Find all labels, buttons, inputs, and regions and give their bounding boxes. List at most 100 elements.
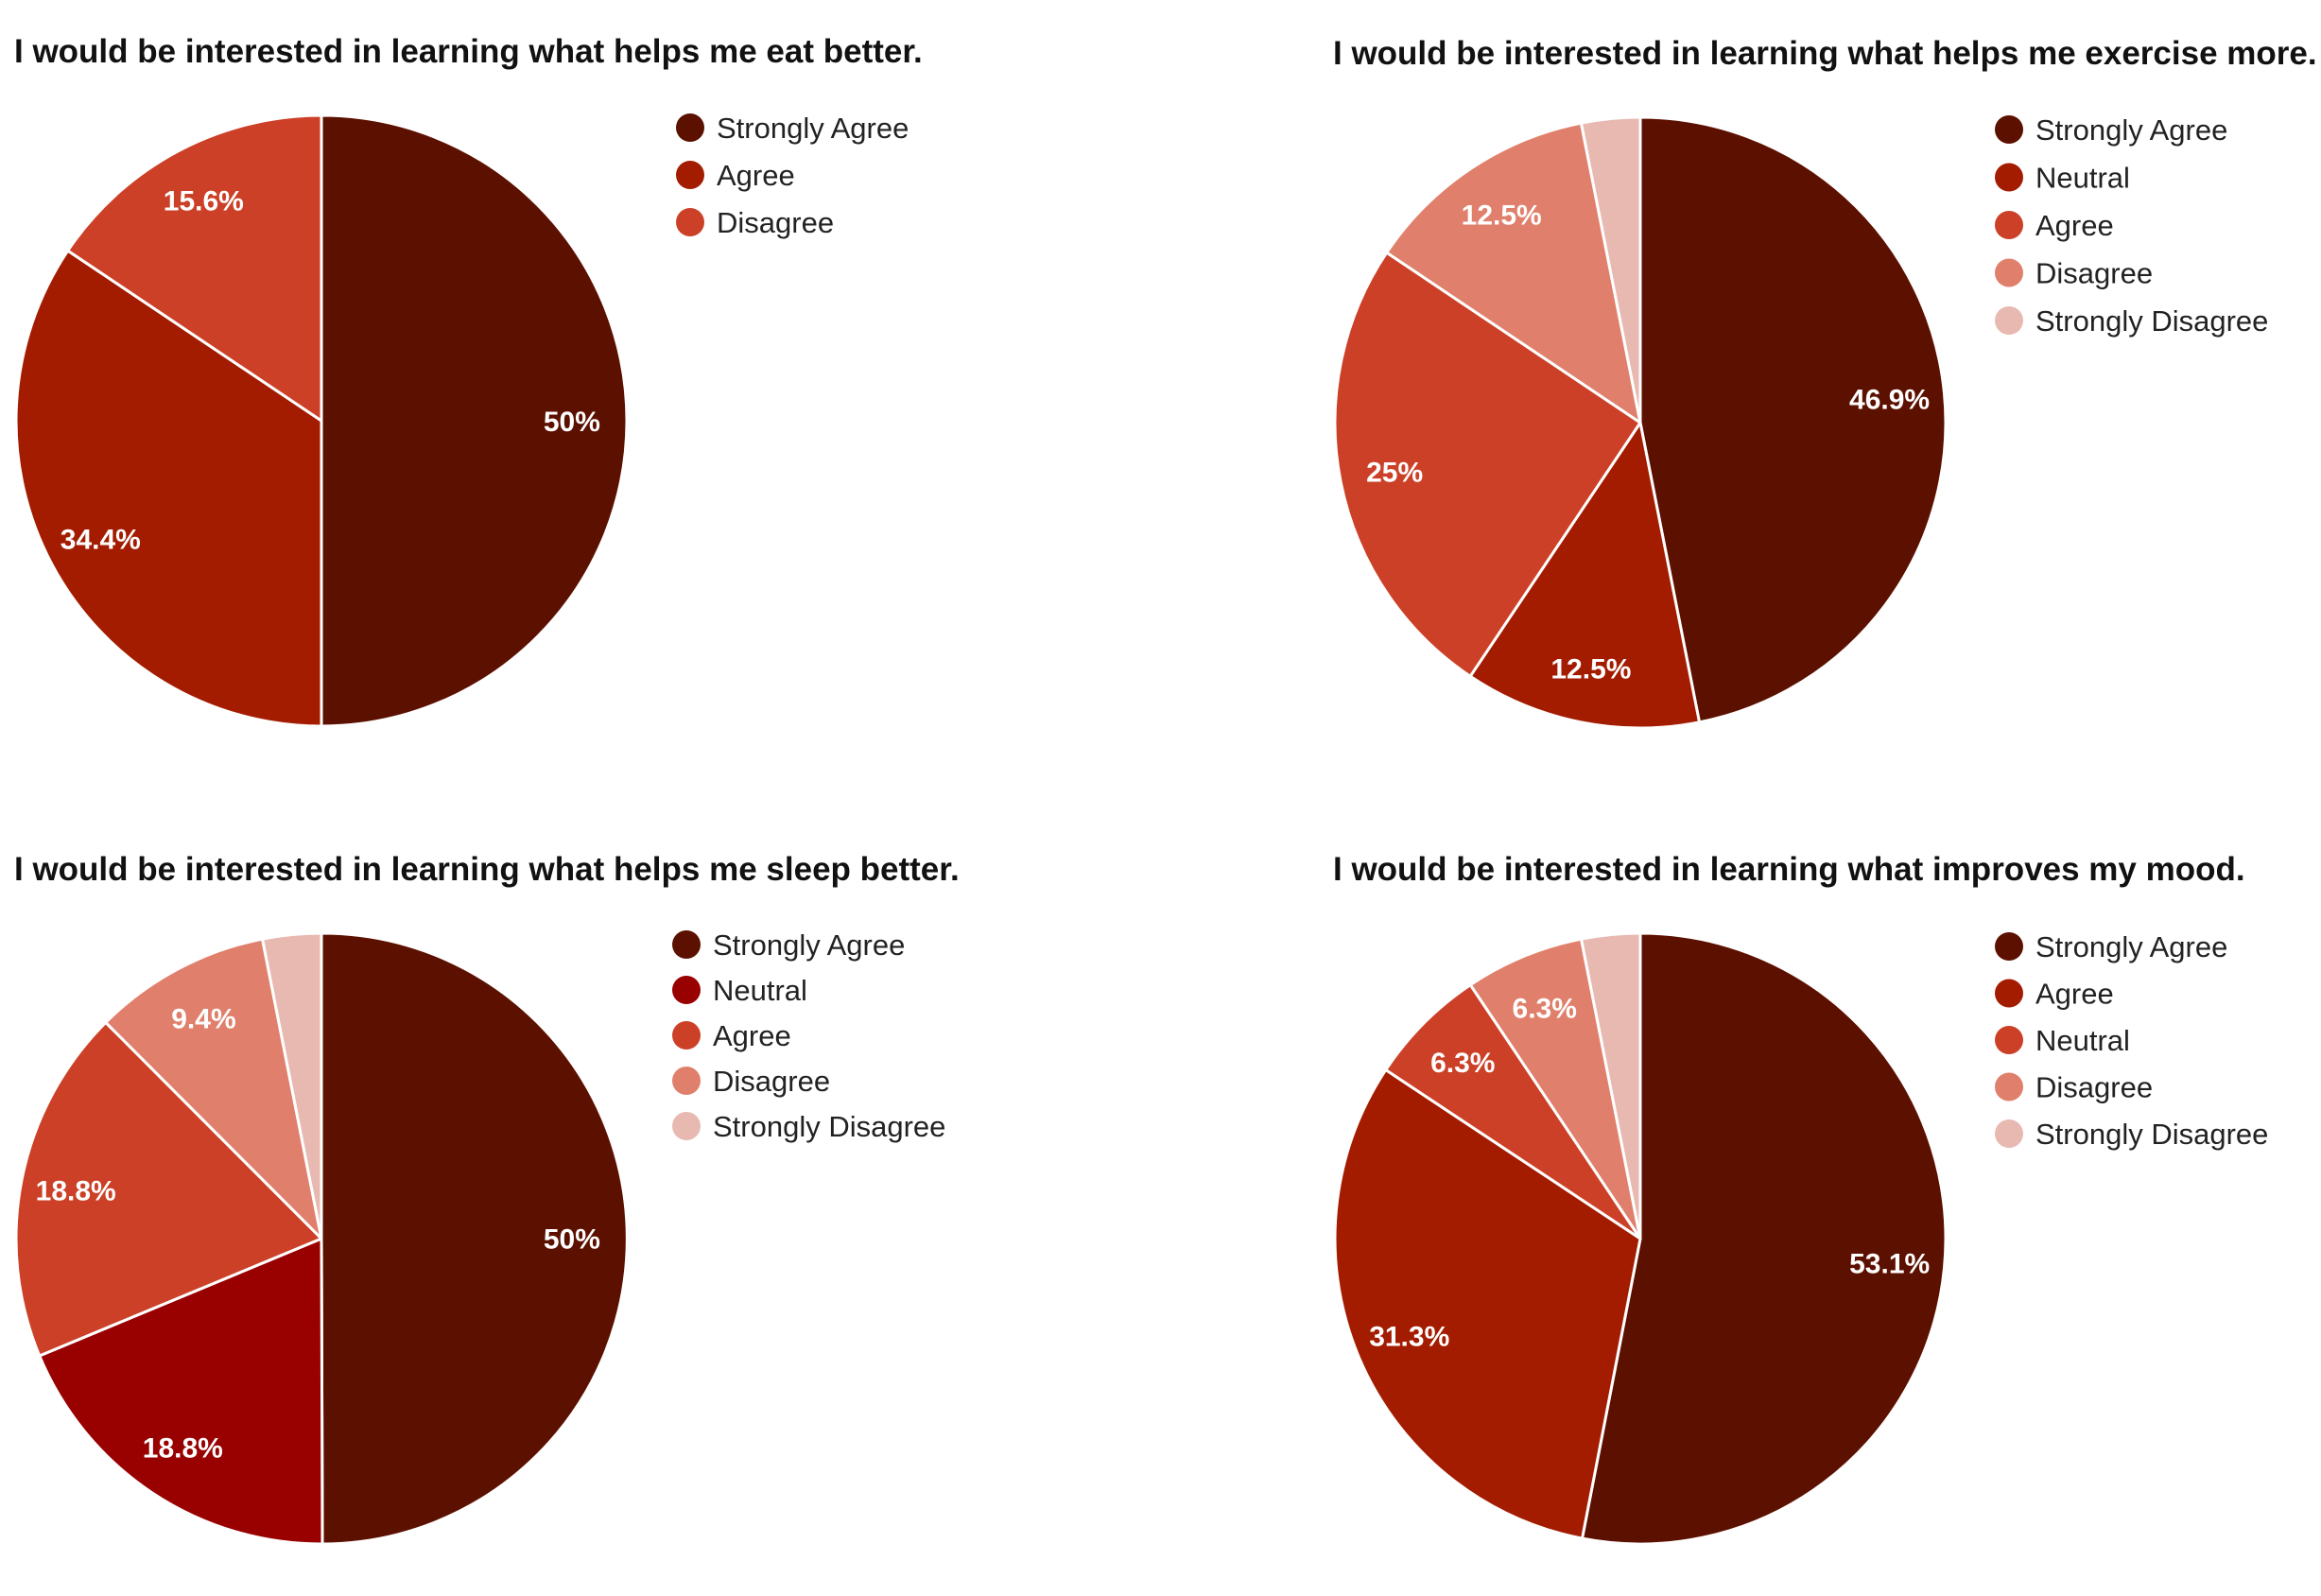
pie-chart-2: I would be interested in learning what h… xyxy=(1333,35,2317,730)
pie-slice-strongly-agree xyxy=(1638,115,1948,724)
data-label: 46.9% xyxy=(1849,384,1930,415)
legend-label: Agree xyxy=(2035,209,2114,242)
pie-slice-agree xyxy=(14,249,323,728)
pie-chart-4: I would be interested in learning what i… xyxy=(1333,851,2268,1546)
legend-swatch xyxy=(676,161,704,189)
legend-swatch xyxy=(1995,306,2023,335)
pie-chart-1: I would be interested in learning what h… xyxy=(14,33,923,728)
legend: Strongly Agree Neutral Agree Disagree Strong… xyxy=(672,928,945,1143)
pie-slice-strongly-disagree xyxy=(1580,931,1642,1240)
data-label: 6.3% xyxy=(1513,993,1577,1024)
legend-item-strongly-disagree: Strongly Disagree xyxy=(1995,1118,2268,1151)
legend-swatch xyxy=(1995,258,2023,287)
data-label: 50% xyxy=(544,407,600,438)
legend-label: Disagree xyxy=(2035,257,2153,290)
data-label: 12.5% xyxy=(1462,200,1542,232)
legend-item-strongly-agree: Strongly Agree xyxy=(1995,930,2227,963)
legend-item-disagree: Disagree xyxy=(1995,257,2153,290)
pie-slice-strongly-agree xyxy=(320,931,630,1546)
pie-slice-strongly-disagree xyxy=(261,931,323,1240)
pie-slice-neutral xyxy=(38,1237,324,1546)
legend-label: Disagree xyxy=(2035,1071,2153,1104)
pie-slice-disagree xyxy=(104,937,323,1240)
legend-swatch xyxy=(672,1021,701,1050)
pie-slice-agree xyxy=(1333,1068,1642,1540)
legend-item-agree: Agree xyxy=(672,1019,791,1052)
pie-slice-disagree xyxy=(1385,121,1642,425)
data-label: 18.8% xyxy=(143,1433,223,1465)
legend-label: Neutral xyxy=(2035,1024,2130,1057)
legend-item-agree: Agree xyxy=(676,159,795,192)
legend-swatch xyxy=(1995,979,2023,1008)
legend-label: Strongly Agree xyxy=(717,112,909,145)
legend-label: Strongly Disagree xyxy=(2035,1118,2268,1151)
legend-item-strongly-disagree: Strongly Disagree xyxy=(672,1110,945,1143)
legend-item-strongly-disagree: Strongly Disagree xyxy=(1995,304,2268,338)
legend-label: Disagree xyxy=(713,1065,830,1098)
legend: Strongly Agree Neutral Agree Disagree Strong… xyxy=(1995,113,2268,338)
pie-slice-agree xyxy=(14,1020,323,1358)
data-label: 34.4% xyxy=(61,525,141,556)
legend-swatch xyxy=(672,1067,701,1095)
legend-swatch xyxy=(676,113,704,142)
data-label: 12.5% xyxy=(1550,654,1631,685)
legend-item-disagree: Disagree xyxy=(672,1065,830,1098)
legend-item-strongly-agree: Strongly Agree xyxy=(672,928,905,962)
data-label: 53.1% xyxy=(1849,1248,1930,1279)
legend-swatch xyxy=(1995,1119,2023,1148)
legend-item-agree: Agree xyxy=(1995,209,2114,242)
legend-swatch xyxy=(672,1112,701,1140)
data-label: 50% xyxy=(544,1224,600,1256)
legend-label: Neutral xyxy=(713,974,807,1007)
legend-label: Agree xyxy=(717,159,795,192)
data-label: 15.6% xyxy=(164,185,244,217)
pie-slice-strongly-agree xyxy=(320,113,629,728)
legend: Strongly Agree Agree Disagree xyxy=(676,112,909,239)
legend-swatch xyxy=(672,976,701,1004)
legend-label: Neutral xyxy=(2035,162,2130,195)
legend-label: Strongly Disagree xyxy=(713,1110,945,1143)
chart-title: I would be interested in learning what h… xyxy=(14,33,923,70)
legend-item-neutral: Neutral xyxy=(672,974,807,1007)
legend-swatch xyxy=(1995,1026,2023,1054)
pie-slice-neutral xyxy=(1384,983,1642,1240)
legend-label: Agree xyxy=(713,1019,791,1052)
legend-label: Strongly Agree xyxy=(2035,113,2227,147)
legend-item-disagree: Disagree xyxy=(1995,1071,2153,1104)
legend: Strongly Agree Agree Neutral Disagree Strong… xyxy=(1995,930,2268,1151)
legend-label: Strongly Disagree xyxy=(2035,304,2268,338)
data-label: 18.8% xyxy=(36,1175,116,1206)
legend-label: Strongly Agree xyxy=(2035,930,2227,963)
pie-slice-disagree xyxy=(1468,937,1642,1240)
legend-swatch xyxy=(1995,932,2023,961)
data-label: 25% xyxy=(1366,457,1423,488)
pie-slice-neutral xyxy=(1468,421,1702,730)
legend-item-neutral: Neutral xyxy=(1995,1024,2130,1057)
legend-swatch xyxy=(1995,115,2023,144)
data-label: 6.3% xyxy=(1430,1048,1495,1079)
legend-item-neutral: Neutral xyxy=(1995,162,2130,195)
chart-title: I would be interested in learning what h… xyxy=(1333,35,2317,72)
pie-chart-3: I would be interested in learning what h… xyxy=(14,851,960,1546)
data-label: 9.4% xyxy=(171,1003,235,1034)
legend-item-disagree: Disagree xyxy=(676,206,834,239)
legend-item-agree: Agree xyxy=(1995,978,2114,1011)
legend-swatch xyxy=(1995,211,2023,239)
legend-label: Strongly Agree xyxy=(713,928,905,962)
legend-label: Agree xyxy=(2035,978,2114,1011)
legend-item-strongly-agree: Strongly Agree xyxy=(1995,113,2227,147)
legend-label: Disagree xyxy=(717,206,834,239)
legend-swatch xyxy=(1995,1072,2023,1102)
legend-swatch xyxy=(676,208,704,236)
data-label: 31.3% xyxy=(1369,1321,1449,1352)
pie-slice-disagree xyxy=(66,113,323,423)
legend-item-strongly-agree: Strongly Agree xyxy=(676,112,909,145)
chart-title: I would be interested in learning what i… xyxy=(1333,851,2245,888)
chart-title: I would be interested in learning what h… xyxy=(14,851,960,888)
legend-swatch xyxy=(1995,163,2023,192)
legend-swatch xyxy=(672,930,701,959)
pie-slice-agree xyxy=(1333,251,1642,678)
pie-slice-strongly-disagree xyxy=(1579,115,1642,425)
pie-slice-strongly-agree xyxy=(1581,931,1948,1546)
